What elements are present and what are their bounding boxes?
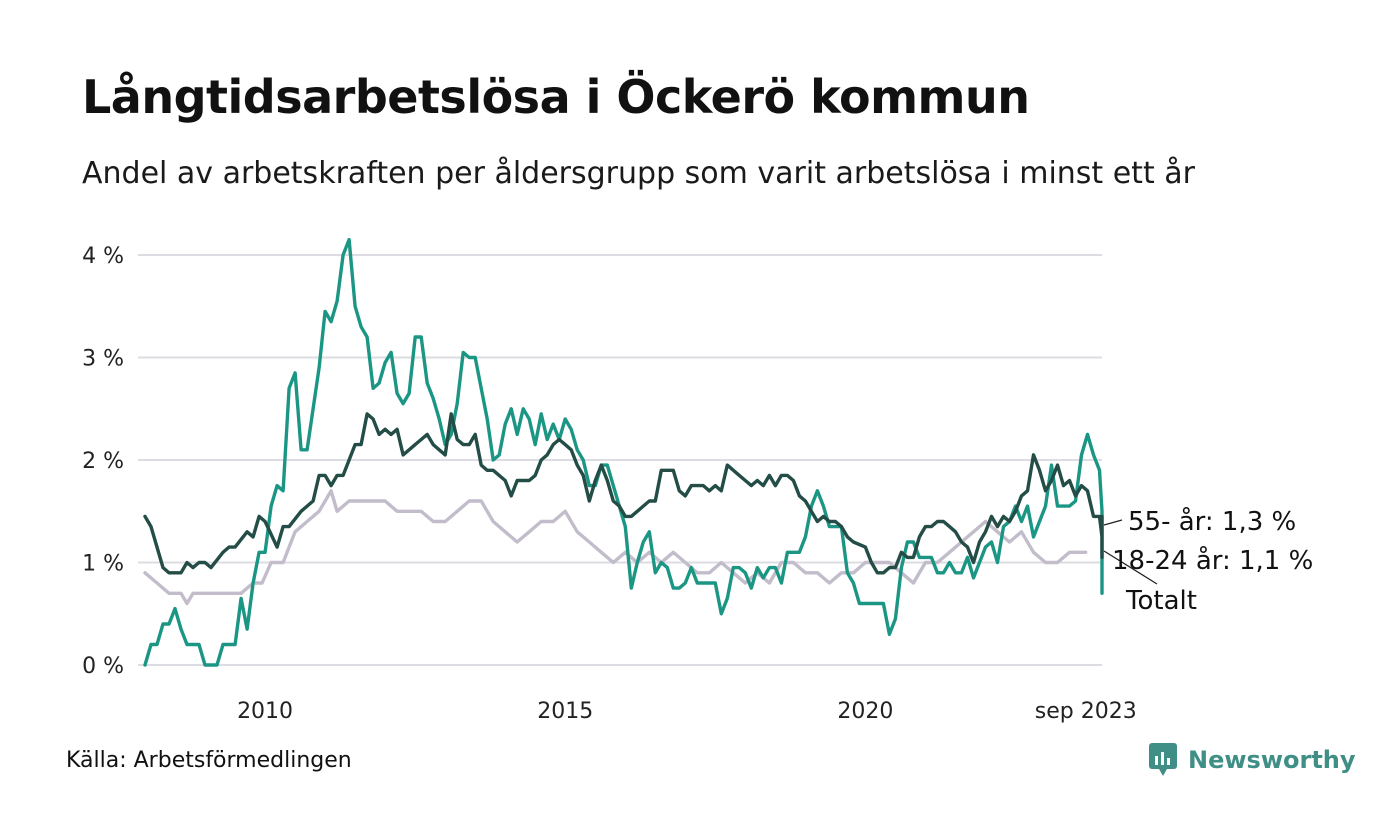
y-tick-label: 4 % bbox=[82, 244, 124, 269]
y-tick-label: 0 % bbox=[82, 654, 124, 679]
gridlines bbox=[138, 254, 1102, 666]
series-line-2 bbox=[143, 412, 1104, 575]
leader-line bbox=[1103, 519, 1123, 526]
leader-line bbox=[1103, 550, 1158, 585]
brand-name: Newsworthy bbox=[1188, 746, 1356, 774]
x-axis-labels: 2010 2015 2020 sep 2023 bbox=[237, 699, 1137, 724]
x-tick-label: 2015 bbox=[537, 699, 593, 724]
series-line-0 bbox=[143, 489, 1088, 606]
end-labels: Totalt 18-24 år: 1,1 % 55- år: 1,3 % bbox=[1103, 506, 1313, 616]
x-tick-label: 2010 bbox=[237, 699, 293, 724]
y-axis-labels: 0 % 1 % 2 % 3 % 4 % bbox=[82, 244, 124, 679]
y-tick-label: 3 % bbox=[82, 347, 124, 372]
y-tick-label: 2 % bbox=[82, 449, 124, 474]
source-note: Källa: Arbetsförmedlingen bbox=[66, 748, 352, 773]
x-tick-label: 2020 bbox=[837, 699, 893, 724]
series-lines bbox=[143, 237, 1104, 667]
end-label: 18-24 år: 1,1 % bbox=[1112, 545, 1313, 576]
series-line-1 bbox=[143, 237, 1104, 667]
newsworthy-icon bbox=[1149, 743, 1177, 776]
end-label: 55- år: 1,3 % bbox=[1128, 506, 1296, 537]
brand-logo: Newsworthy bbox=[1148, 742, 1356, 778]
chart-title: Långtidsarbetslösa i Öckerö kommun bbox=[82, 70, 1030, 124]
chart-subtitle: Andel av arbetskraften per åldersgrupp s… bbox=[82, 156, 1195, 191]
y-tick-label: 1 % bbox=[82, 552, 124, 577]
x-tick-label: sep 2023 bbox=[1035, 699, 1137, 724]
end-label: Totalt bbox=[1125, 586, 1197, 616]
